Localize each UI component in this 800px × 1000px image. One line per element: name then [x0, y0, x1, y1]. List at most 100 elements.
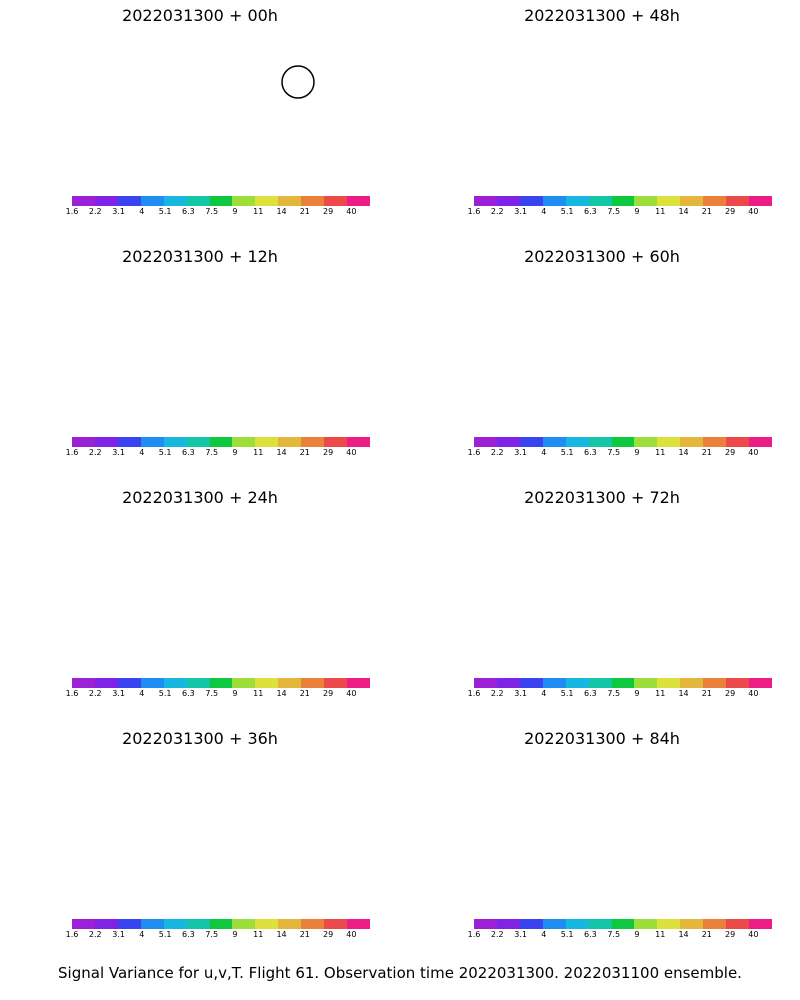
colorbar: [72, 919, 370, 929]
colorbar-label: 3.1: [112, 689, 125, 698]
coastline: [452, 59, 772, 155]
colorbar-cell: [657, 919, 681, 929]
polar-map: [10, 753, 390, 913]
colorbar-label: 1.6: [467, 930, 481, 939]
colorbar-cell: [726, 437, 750, 447]
colorbar-label: 14: [276, 930, 287, 939]
colorbar-cell: [519, 919, 543, 929]
colorbar-label: 40: [748, 207, 759, 216]
colorbar-cell: [117, 437, 141, 447]
colorbar-cell: [588, 437, 612, 447]
colorbar-cell: [186, 437, 210, 447]
colorbar-labels: 1.6 2.2 3.1 4 5.1 6.3 7.5 9 11 14 21 29 40: [468, 207, 772, 219]
colorbar-cell: [301, 919, 325, 929]
coastline: [50, 59, 370, 155]
colorbar-cell: [496, 437, 520, 447]
colorbar-labels: 1.6 2.2 3.1 4 5.1 6.3 7.5 9 11 14 21 29 40: [468, 930, 772, 942]
colorbar-cell: [163, 196, 187, 206]
colorbar-cell: [94, 437, 118, 447]
colorbar-label: 9: [232, 448, 238, 457]
colorbar-label: 14: [276, 448, 287, 457]
colorbar-cell: [209, 678, 233, 688]
colorbar-cell: [232, 437, 256, 447]
colorbar-cell: [255, 678, 279, 688]
colorbar-label: 3.1: [514, 207, 527, 216]
colorbar-label: 1.6: [65, 689, 79, 698]
colorbar-label: 2.2: [88, 930, 102, 939]
colorbar-cell: [72, 437, 95, 447]
colorbar-cell: [209, 919, 233, 929]
colorbar-label: 3.1: [514, 930, 527, 939]
colorbar-label: 2.2: [88, 448, 102, 457]
colorbar-labels: 1.6 2.2 3.1 4 5.1 6.3 7.5 9 11 14 21 29 40: [468, 448, 772, 460]
colorbar-label: 40: [748, 448, 759, 457]
colorbar-cell: [588, 678, 612, 688]
colorbar-cell: [634, 919, 658, 929]
colorbar-cell: [278, 196, 302, 206]
colorbar-cell: [634, 678, 658, 688]
colorbar-label: 7.5: [205, 448, 219, 457]
colorbar-cell: [680, 437, 704, 447]
colorbar-label: 11: [253, 207, 264, 216]
colorbar-cell: [657, 678, 681, 688]
colorbar-cell: [255, 919, 279, 929]
colorbar-label: 9: [232, 930, 238, 939]
coastline: [210, 773, 310, 813]
colorbar-cell: [703, 437, 727, 447]
colorbar-label: 4: [139, 930, 145, 939]
panel-title: 2022031300 + 12h: [122, 247, 278, 266]
colorbar-labels: 1.6 2.2 3.1 4 5.1 6.3 7.5 9 11 14 21 29 40: [468, 689, 772, 701]
colorbar-label: 21: [299, 448, 310, 457]
coastline: [452, 541, 772, 637]
colorbar-cell: [703, 678, 727, 688]
colorbar-label: 11: [655, 689, 666, 698]
colorbar-label: 9: [634, 207, 640, 216]
colorbar-cell: [72, 196, 95, 206]
colorbar-cell: [611, 678, 635, 688]
coastline: [50, 782, 370, 878]
colorbar-label: 1.6: [65, 207, 79, 216]
colorbar-label: 11: [253, 448, 264, 457]
colorbar-label: 4: [139, 448, 145, 457]
colorbar-cell: [680, 678, 704, 688]
colorbar-label: 21: [701, 689, 712, 698]
colorbar-cell: [347, 196, 370, 206]
polar-map: [412, 512, 792, 672]
colorbar-label: 29: [323, 207, 334, 216]
colorbar-cell: [519, 196, 543, 206]
colorbar-label: 21: [299, 930, 310, 939]
colorbar-label: 6.3: [182, 448, 195, 457]
colorbar-label: 7.5: [607, 689, 621, 698]
map-panel: 2022031300 + 24h 1.6 2.2 3.1 4 5.1 6.3 7.5 9 11 14…: [10, 482, 390, 722]
colorbar-cell: [749, 437, 772, 447]
colorbar-cell: [94, 678, 118, 688]
colorbar-cell: [634, 437, 658, 447]
colorbar-label: 5.1: [560, 930, 574, 939]
colorbar: [474, 919, 772, 929]
colorbar-label: 5.1: [560, 689, 574, 698]
colorbar-label: 2.2: [88, 207, 102, 216]
colorbar-cell: [542, 678, 566, 688]
colorbar-cell: [72, 678, 95, 688]
colorbar-label: 21: [299, 207, 310, 216]
figure-caption: Signal Variance for u,v,T. Flight 61. Ob…: [58, 964, 742, 982]
colorbar-cell: [232, 678, 256, 688]
colorbar-labels: 1.6 2.2 3.1 4 5.1 6.3 7.5 9 11 14 21 29 40: [66, 689, 370, 701]
colorbar-label: 6.3: [584, 207, 597, 216]
colorbar-cell: [749, 196, 772, 206]
colorbar-cell: [680, 919, 704, 929]
colorbar-cell: [72, 919, 95, 929]
colorbar-label: 1.6: [467, 448, 481, 457]
colorbar-cell: [474, 437, 497, 447]
colorbar-cell: [324, 196, 348, 206]
colorbar-cell: [496, 678, 520, 688]
colorbar-label: 40: [748, 689, 759, 698]
colorbar-label: 3.1: [514, 448, 527, 457]
colorbar-label: 4: [541, 207, 547, 216]
coastline: [50, 541, 370, 637]
colorbar-cell: [301, 437, 325, 447]
colorbar: [72, 437, 370, 447]
colorbar-cell: [209, 437, 233, 447]
polar-map: [412, 753, 792, 913]
colorbar-label: 9: [634, 689, 640, 698]
